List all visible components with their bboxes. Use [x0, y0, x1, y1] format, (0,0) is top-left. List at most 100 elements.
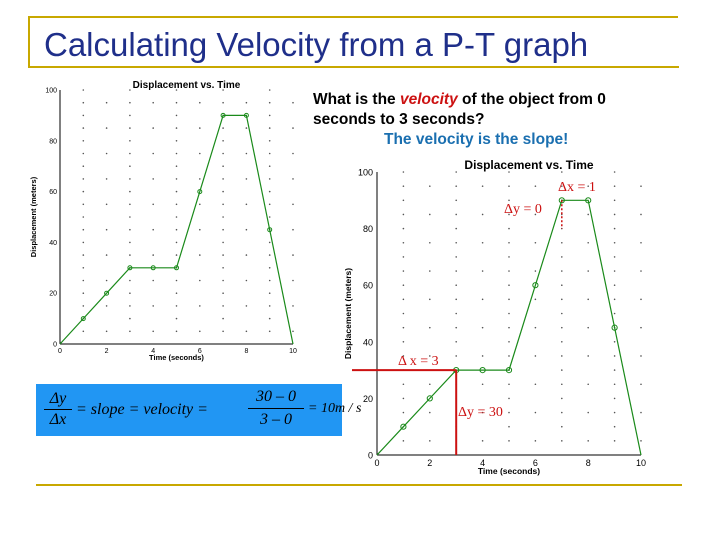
chart2-grid-dot: [481, 411, 484, 414]
chart2-grid-dot: [613, 270, 616, 272]
chart1-grid-dot: [292, 228, 294, 231]
chart1-grid-dot: [105, 228, 108, 231]
chart2-grid-dot: [402, 256, 405, 258]
chart1-grid-dot: [292, 330, 294, 333]
chart1-grid-dot: [82, 241, 85, 244]
chart2-grid-dot: [613, 298, 616, 301]
chart1-grid-dot: [199, 305, 201, 307]
chart1-grid-dot: [199, 330, 201, 333]
chart1-grid-dot: [175, 216, 178, 218]
chart1-grid-dot: [152, 254, 154, 256]
chart2-grid-dot: [455, 312, 458, 315]
chart1-grid-dot: [175, 317, 178, 320]
chart1-grid-dot: [245, 305, 248, 307]
chart2-data-point: [479, 367, 486, 374]
chart1-grid-dot: [175, 330, 178, 333]
chart2-x-tick-label: 6: [533, 458, 538, 468]
chart1-grid-dot: [129, 127, 131, 129]
chart1-grid-dot: [105, 330, 108, 333]
chart2-data-point: [585, 197, 592, 204]
chart2-grid-dot: [640, 213, 642, 216]
chart2-grid-dot: [587, 326, 589, 329]
frame-bottom-rule: [36, 484, 682, 486]
chart1-grid-dot: [152, 178, 154, 180]
chart1-x-tick-label: 0: [58, 348, 62, 355]
chart1-y-tick-label: 40: [49, 240, 57, 247]
chart1-grid-dot: [292, 101, 294, 104]
chart1-grid-dot: [268, 152, 271, 155]
chart1-data-point: [150, 265, 156, 271]
chart2-grid-dot: [455, 199, 458, 202]
chart2-grid-dot: [402, 270, 405, 272]
chart2-annotation-delta-x: Δ x = 3: [398, 354, 439, 369]
chart2-grid-dot: [613, 341, 616, 343]
question-prefix: What is the: [313, 91, 400, 108]
chart1-grid-dot: [105, 101, 108, 104]
chart2-grid-dot: [508, 256, 510, 258]
chart2-grid-dot: [613, 440, 616, 442]
chart1-grid-dot: [222, 317, 224, 320]
formula-bar: [248, 408, 304, 409]
chart2-grid-dot: [587, 440, 589, 442]
chart2-grid-dot: [481, 383, 484, 386]
formula-numerator: 30 – 0: [256, 388, 296, 405]
chart1-grid-dot: [175, 190, 178, 193]
chart1-y-tick-label: 100: [45, 88, 57, 95]
chart2-grid-dot: [481, 270, 484, 272]
chart1-grid-dot: [82, 305, 85, 307]
chart1-y-tick-label: 80: [49, 138, 57, 145]
chart1-grid-dot: [129, 89, 131, 91]
chart1-grid-dot: [199, 228, 201, 231]
chart2-grid-dot: [640, 270, 642, 272]
chart1-grid-dot: [222, 279, 224, 282]
chart2-grid-dot: [561, 341, 563, 343]
chart2-grid-dot: [613, 355, 616, 357]
chart1-grid-dot: [129, 190, 131, 193]
chart2-grid-dot: [402, 213, 405, 216]
chart2-grid-dot: [534, 241, 537, 244]
chart1-grid-dot: [152, 152, 154, 155]
chart1-grid-dot: [268, 127, 271, 129]
chart1-grid-dot: [268, 140, 271, 142]
chart2-grid-dot: [508, 355, 510, 357]
chart1-grid-dot: [175, 89, 178, 91]
chart1-grid-dot: [222, 165, 224, 167]
chart2-grid-dot: [534, 326, 537, 329]
chart1-grid-dot: [199, 254, 201, 256]
chart1-grid-dot: [292, 127, 294, 129]
chart2-grid-dot: [561, 411, 563, 414]
chart1-grid-dot: [292, 178, 294, 180]
chart1-grid-dot: [175, 178, 178, 180]
chart1-grid-dot: [222, 101, 224, 104]
question-suffix: of the object from 0 seconds to 3 second…: [313, 91, 606, 128]
chart1-grid-dot: [268, 241, 271, 244]
chart1-grid-dot: [245, 254, 248, 256]
chart2-grid-dot: [508, 227, 510, 230]
chart2-grid-dot: [402, 397, 405, 400]
chart1-grid-dot: [175, 114, 178, 117]
chart1-grid-dot: [105, 127, 108, 129]
chart2-grid-dot: [640, 241, 642, 244]
formula-lhs-denominator: Δx: [49, 411, 67, 428]
chart1-grid-dot: [129, 292, 131, 295]
chart1-grid-dot: [245, 152, 248, 155]
chart2-grid-dot: [481, 298, 484, 301]
formula-lhs-numerator: Δy: [49, 390, 67, 407]
chart1-grid-dot: [222, 140, 224, 142]
chart1-x-tick-label: 4: [151, 348, 155, 355]
chart1-grid-dot: [82, 101, 85, 104]
chart2-grid-dot: [508, 411, 510, 414]
chart2-grid-dot: [508, 326, 510, 329]
chart2-grid-dot: [561, 270, 563, 272]
chart1-grid-dot: [268, 216, 271, 218]
chart1-grid-dot: [129, 152, 131, 155]
chart1-grid-dot: [82, 330, 85, 333]
chart2-grid-dot: [455, 355, 458, 357]
chart1-y-tick-label: 0: [53, 342, 57, 349]
chart2-grid-dot: [402, 284, 405, 287]
chart1-grid-dot: [292, 152, 294, 155]
chart1-grid-dot: [268, 203, 271, 206]
chart2-grid-dot: [561, 284, 563, 287]
chart2-data-point: [426, 395, 433, 402]
chart1-title: Displacement vs. Time: [133, 80, 241, 91]
